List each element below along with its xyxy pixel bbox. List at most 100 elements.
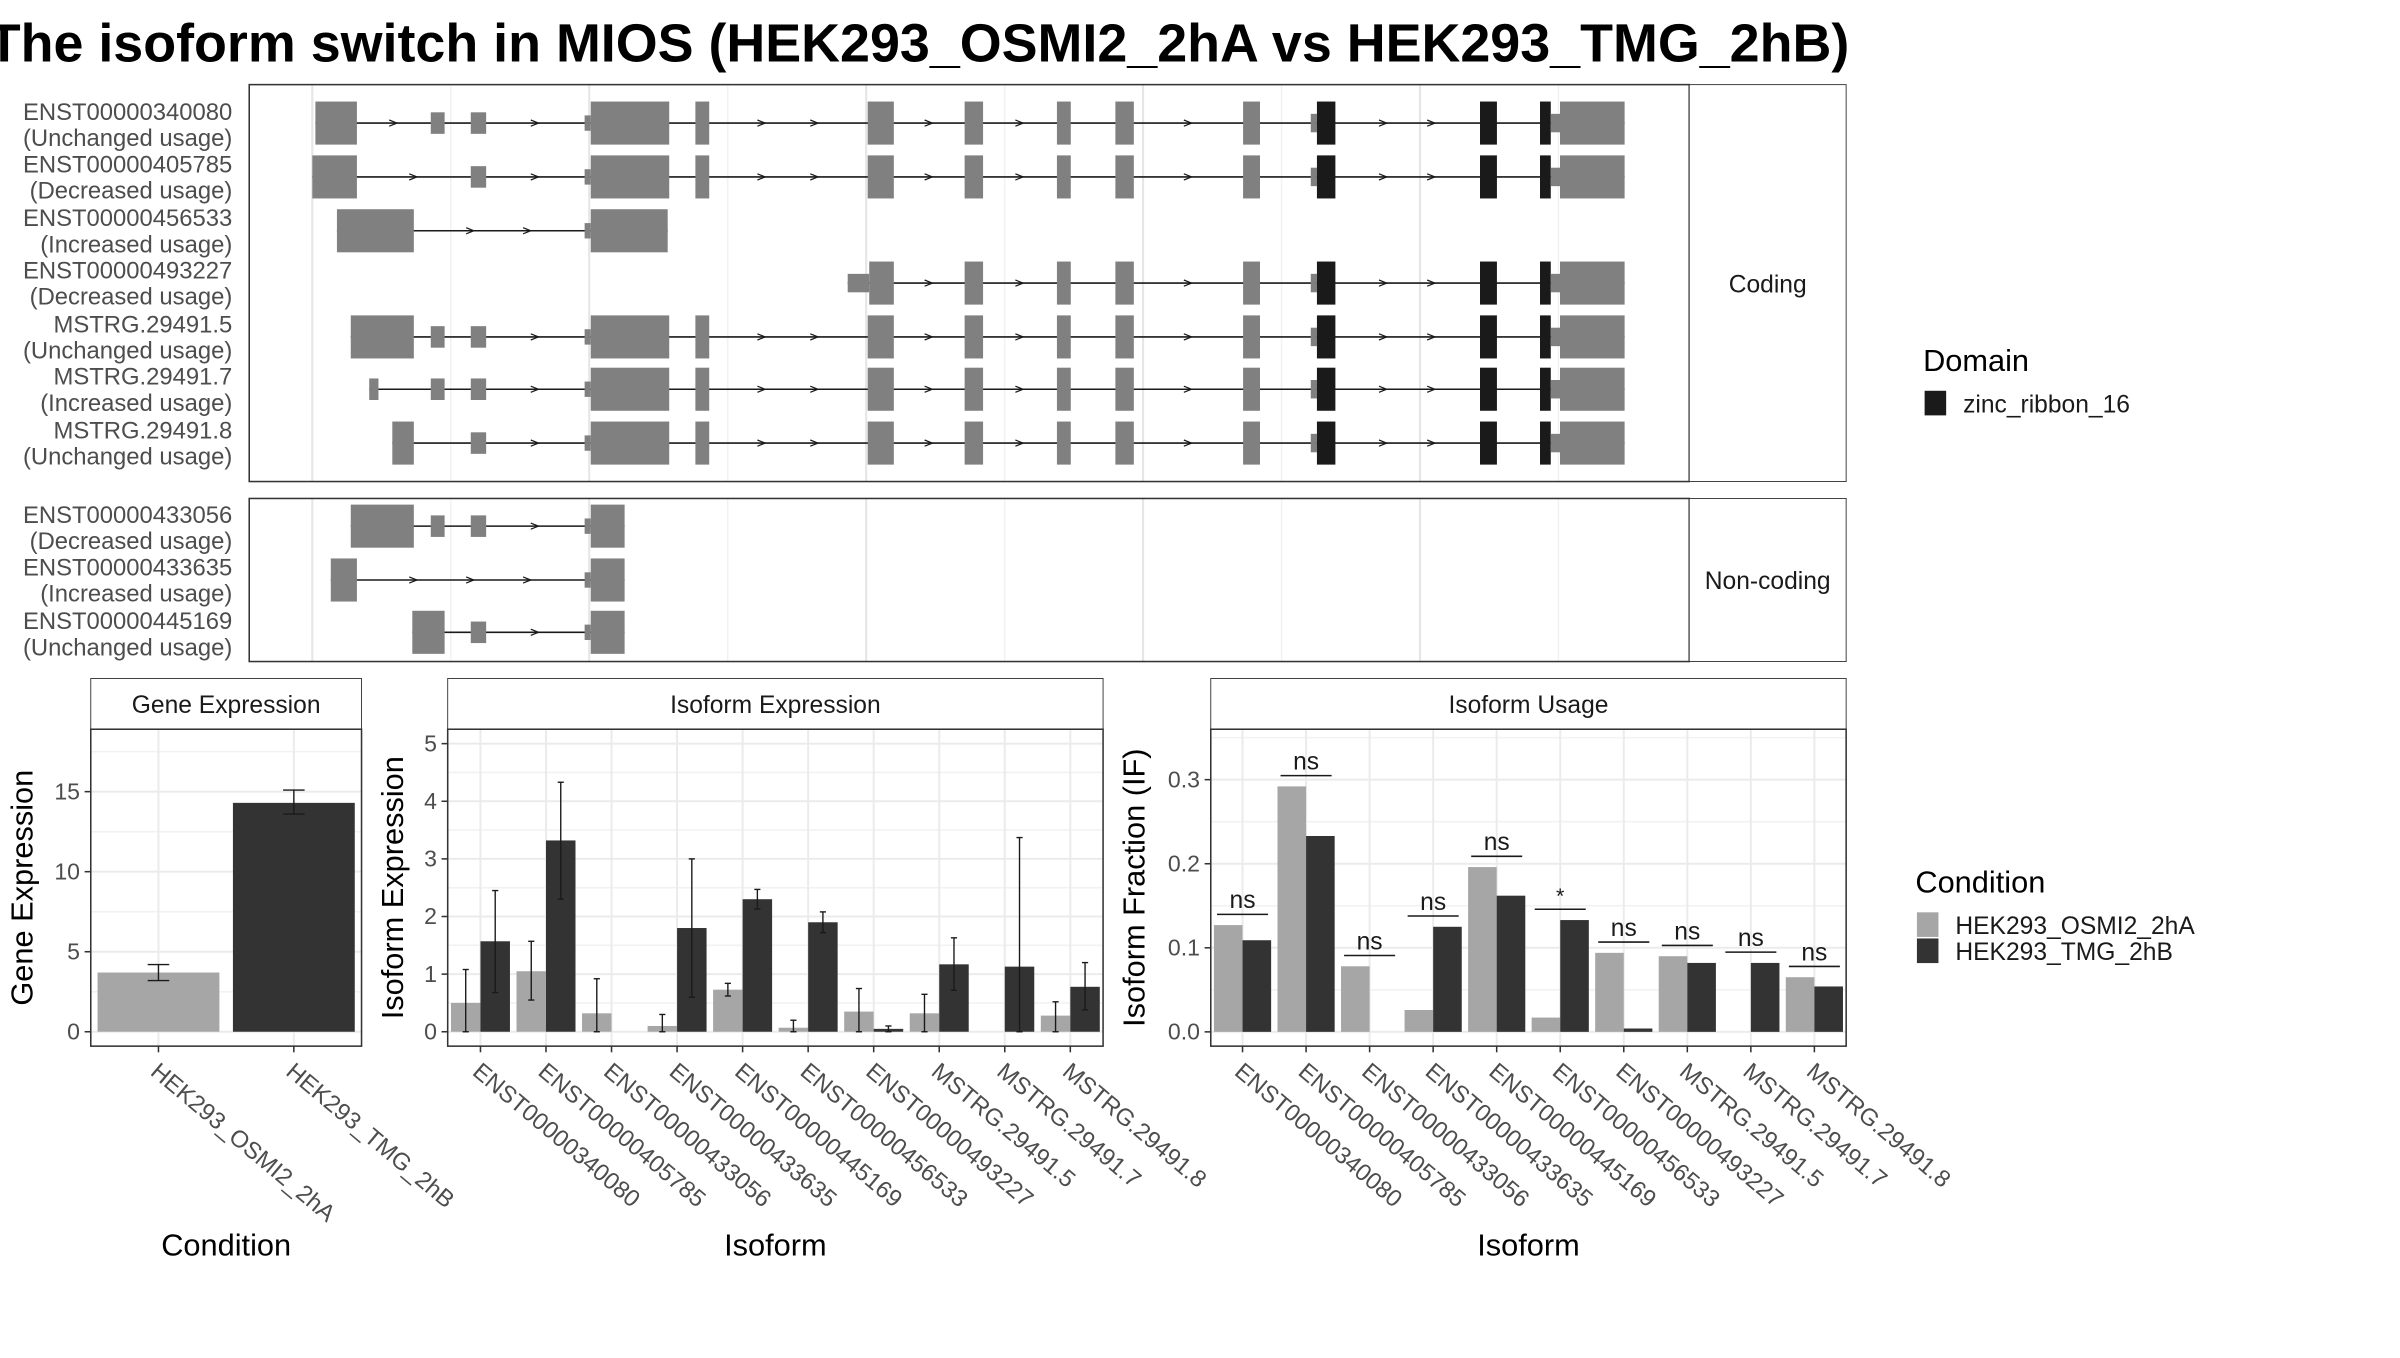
- domain-block: [1539, 315, 1551, 359]
- domain-block: [1316, 261, 1336, 305]
- domain-block: [1316, 155, 1336, 199]
- strand-arrow: [1378, 385, 1389, 393]
- exon-block: [590, 209, 668, 253]
- exon-block: [964, 101, 984, 145]
- exon-block: [695, 421, 710, 465]
- strand-arrow: [1015, 333, 1025, 341]
- condition-legend-label-a: HEK293_OSMI2_2hA: [1955, 913, 2195, 940]
- exon-block: [869, 261, 894, 305]
- bar: [1595, 952, 1624, 1032]
- domain-legend-label: zinc_ribbon_16: [1963, 391, 2130, 418]
- exon-block: [1115, 261, 1134, 305]
- exon-block: [590, 504, 625, 548]
- exon-block: [1243, 101, 1260, 145]
- facet-strip: [1210, 677, 1847, 730]
- bar: [1433, 926, 1462, 1032]
- exon-block: [584, 435, 591, 451]
- strand-arrow: [1183, 333, 1194, 341]
- transcript-id-label: ENST00000433635: [23, 554, 232, 581]
- exon-block: [350, 504, 414, 548]
- strand-arrow: [757, 333, 767, 341]
- y-axis-title: Isoform Expression: [375, 756, 410, 1019]
- domain-legend-title: Domain: [1923, 343, 2029, 378]
- exon-block: [964, 315, 984, 359]
- plot-border: [446, 728, 1104, 1047]
- bar: [1242, 940, 1272, 1032]
- exon-block: [695, 101, 710, 145]
- exon-block: [1056, 261, 1071, 305]
- exon-block: [1550, 379, 1560, 399]
- domain-block: [1479, 261, 1497, 305]
- exon-block: [584, 115, 591, 131]
- transcript-id-label: ENST00000493227: [23, 257, 232, 284]
- exon-block: [312, 155, 357, 199]
- transcript-usage-label: (Unchanged usage): [23, 634, 232, 661]
- exon-block: [430, 515, 445, 537]
- transcript-usage-label: (Decreased usage): [30, 284, 233, 311]
- domain-block: [1479, 367, 1497, 411]
- exon-block: [1115, 315, 1134, 359]
- exon-block: [336, 209, 414, 253]
- transcript-id-label: MSTRG.29491.5: [54, 311, 233, 338]
- strand-arrow: [1015, 173, 1025, 181]
- strand-arrow: [1426, 279, 1437, 287]
- transcript-usage-label: (Decreased usage): [30, 177, 233, 204]
- exon-block: [584, 518, 591, 534]
- significance-label: ns: [1420, 889, 1446, 916]
- y-tick-label: 15: [54, 778, 80, 804]
- exon-block: [1559, 315, 1625, 359]
- strand-arrow: [1426, 333, 1437, 341]
- bar: [1213, 925, 1243, 1032]
- strand-arrow: [757, 385, 767, 393]
- exon-block: [964, 421, 984, 465]
- isoform-usage-panel: Isoform Usage 0.0 0.1 0.2 0.3 ns ns ns ns ns * ns ns…: [1117, 677, 1956, 1262]
- exon-block: [867, 101, 894, 145]
- exon-block: [470, 112, 487, 134]
- strand-arrow: [530, 385, 541, 393]
- strand-arrow: [1426, 173, 1437, 181]
- exon-block: [584, 223, 591, 239]
- exon-block: [1559, 421, 1625, 465]
- condition-legend-swatch-a: [1916, 912, 1939, 937]
- exon-block: [1056, 155, 1071, 199]
- strand-arrow: [1378, 173, 1389, 181]
- strand-arrow: [530, 333, 541, 341]
- domain-block: [1316, 421, 1336, 465]
- y-tick-label: 10: [54, 858, 80, 884]
- strand-arrow: [1183, 279, 1194, 287]
- exon-block: [470, 166, 487, 188]
- significance-label: *: [1556, 884, 1565, 908]
- exon-block: [590, 610, 625, 654]
- exon-block: [430, 378, 445, 400]
- y-tick-label: 1: [424, 961, 437, 987]
- strand-arrow: [810, 439, 820, 447]
- exon-block: [1559, 101, 1625, 145]
- strand-arrow: [530, 439, 541, 447]
- domain-block: [1479, 101, 1497, 145]
- strand-arrow: [1183, 385, 1194, 393]
- exon-block: [330, 558, 357, 602]
- strand-arrow: [530, 119, 541, 127]
- significance-label: ns: [1293, 748, 1319, 775]
- domain-block: [1316, 315, 1336, 359]
- bar: [1306, 835, 1335, 1032]
- strand-arrow: [1015, 385, 1025, 393]
- exon-block: [1559, 261, 1625, 305]
- domain-block: [1479, 155, 1497, 199]
- bar: [1531, 1017, 1561, 1032]
- facet-title: Isoform Expression: [670, 692, 881, 719]
- bar: [1496, 895, 1526, 1032]
- exon-block: [430, 112, 445, 134]
- domain-block: [1539, 421, 1551, 465]
- strand-arrow: [924, 333, 934, 341]
- exon-block: [1056, 367, 1071, 411]
- exon-block: [867, 367, 894, 411]
- y-axis-title: Gene Expression: [4, 770, 39, 1006]
- exon-block: [964, 261, 984, 305]
- strand-arrow: [757, 439, 767, 447]
- exon-block: [1310, 167, 1317, 187]
- isoform-expression-panel: Isoform Expression012345ENST00000340080E…: [375, 677, 1212, 1262]
- exon-block: [1310, 379, 1317, 399]
- strand-arrow: [810, 119, 820, 127]
- exon-block: [964, 367, 984, 411]
